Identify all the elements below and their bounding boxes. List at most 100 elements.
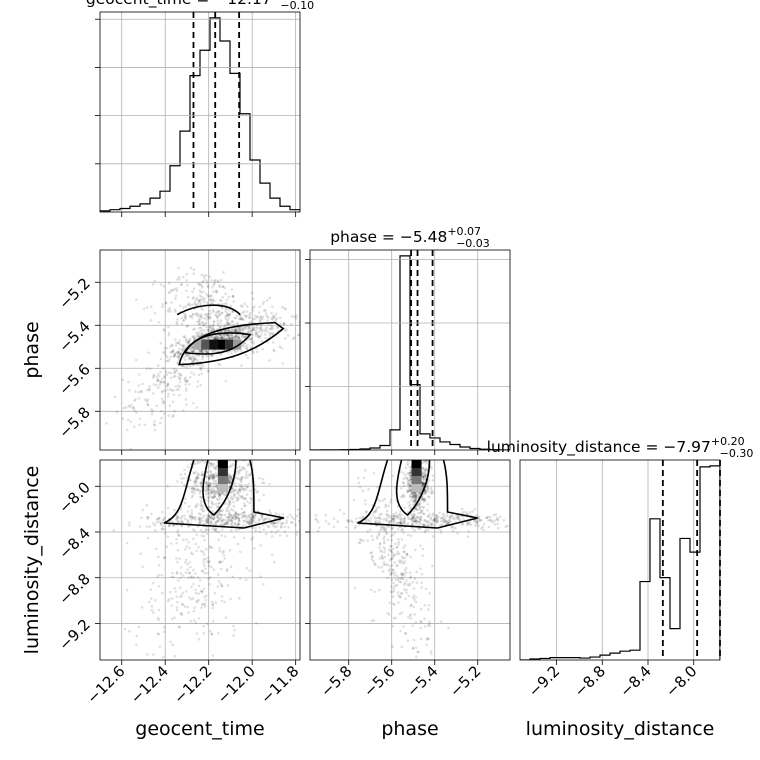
- scatter-phase-vs-luminosity_distance-point-769: [411, 523, 414, 526]
- scatter-phase-vs-luminosity_distance-point-943: [413, 548, 417, 552]
- scatter-geocent_time-vs-phase-point-87: [163, 346, 167, 350]
- scatter-phase-vs-luminosity_distance-point-866: [398, 612, 402, 616]
- scatter-phase-vs-luminosity_distance-point-774: [429, 518, 433, 521]
- scatter-geocent_time-vs-phase-point-1250: [167, 395, 170, 398]
- scatter-geocent_time-vs-phase-point-1119: [193, 327, 197, 330]
- scatter-geocent_time-vs-phase-point-963: [223, 333, 226, 336]
- scatter-geocent_time-vs-phase-point-1302: [153, 428, 157, 432]
- scatter-phase-vs-luminosity_distance-point-536: [451, 516, 455, 520]
- scatter-phase-vs-luminosity_distance-point-622: [449, 520, 452, 523]
- scatter-geocent_time-vs-phase-point-1139: [176, 351, 179, 354]
- scatter-phase-vs-luminosity_distance-point-514: [462, 510, 465, 514]
- scatter-geocent_time-vs-luminosity_distance-point-74: [195, 477, 199, 481]
- scatter-geocent_time-vs-phase-point-862: [195, 296, 199, 300]
- scatter-geocent_time-vs-phase-point-838: [245, 344, 249, 347]
- scatter-geocent_time-vs-luminosity_distance-point-462: [199, 507, 203, 511]
- scatter-geocent_time-vs-luminosity_distance-point-183: [205, 489, 209, 493]
- scatter-phase-vs-luminosity_distance-point-955: [391, 571, 394, 575]
- scatter-geocent_time-vs-phase-point-1131: [188, 355, 192, 358]
- scatter-geocent_time-vs-luminosity_distance-point-48: [224, 502, 227, 506]
- scatter-geocent_time-vs-luminosity_distance-point-439: [186, 465, 190, 468]
- scatter-geocent_time-vs-luminosity_distance-point-1168: [199, 549, 203, 553]
- scatter-phase-vs-luminosity_distance-point-30: [423, 460, 427, 463]
- scatter-geocent_time-vs-phase-point-535: [211, 354, 214, 358]
- scatter-phase-vs-luminosity_distance-point-1096: [395, 546, 398, 549]
- scatter-phase-vs-luminosity_distance-point-387: [424, 474, 427, 477]
- scatter-geocent_time-vs-luminosity_distance-point-855: [235, 515, 238, 519]
- scatter-geocent_time-vs-phase-point-764: [251, 309, 255, 312]
- scatter-geocent_time-vs-phase-point-1037: [191, 313, 195, 317]
- scatter-phase-vs-luminosity_distance-point-981: [402, 531, 406, 534]
- scatter-geocent_time-vs-phase-point-279: [173, 352, 177, 356]
- scatter-phase-vs-luminosity_distance-density-3: [411, 484, 422, 492]
- scatter-phase-vs-luminosity_distance-point-953: [408, 582, 412, 586]
- scatter-geocent_time-vs-phase-point-1073: [150, 305, 153, 309]
- scatter-geocent_time-vs-luminosity_distance-point-422: [196, 461, 200, 465]
- scatter-geocent_time-vs-phase-point-1286: [162, 400, 166, 404]
- scatter-geocent_time-vs-phase-point-168: [231, 336, 234, 340]
- scatter-geocent_time-vs-phase-point-632: [234, 350, 237, 354]
- scatter-geocent_time-vs-luminosity_distance-point-1165: [225, 509, 228, 513]
- scatter-geocent_time-vs-luminosity_distance-point-523: [253, 516, 256, 520]
- scatter-geocent_time-vs-luminosity_distance-point-139: [204, 486, 208, 489]
- scatter-geocent_time-vs-luminosity_distance-point-1093: [188, 596, 191, 599]
- scatter-geocent_time-vs-luminosity_distance-ytick-label-3: −8.0: [55, 478, 93, 516]
- scatter-geocent_time-vs-luminosity_distance-point-105: [209, 489, 213, 493]
- scatter-phase-vs-luminosity_distance-point-1057: [423, 625, 427, 628]
- scatter-geocent_time-vs-phase-point-1263: [166, 388, 169, 392]
- scatter-phase-vs-luminosity_distance-point-659: [403, 522, 407, 525]
- scatter-phase-vs-luminosity_distance-point-799: [498, 515, 502, 519]
- scatter-geocent_time-vs-phase-point-900: [243, 302, 246, 306]
- scatter-geocent_time-vs-phase-point-74: [178, 353, 181, 356]
- scatter-geocent_time-vs-phase-point-1253: [160, 377, 164, 381]
- scatter-geocent_time-vs-phase-point-1069: [215, 311, 219, 314]
- scatter-geocent_time-vs-luminosity_distance-point-314: [211, 464, 215, 468]
- scatter-phase-vs-luminosity_distance-point-572: [421, 512, 425, 515]
- scatter-geocent_time-vs-phase-point-625: [292, 336, 296, 340]
- scatter-geocent_time-vs-phase-point-962: [213, 281, 217, 285]
- scatter-geocent_time-vs-phase-point-923: [153, 279, 156, 283]
- scatter-geocent_time-vs-phase-point-539: [228, 322, 232, 326]
- scatter-geocent_time-vs-luminosity_distance-point-287: [215, 485, 218, 488]
- scatter-geocent_time-vs-phase-point-682: [235, 321, 239, 325]
- scatter-geocent_time-vs-luminosity_distance-point-24: [211, 490, 214, 493]
- scatter-geocent_time-vs-phase-point-1232: [153, 423, 157, 427]
- scatter-geocent_time-vs-luminosity_distance-point-758: [240, 516, 244, 519]
- scatter-geocent_time-vs-luminosity_distance-point-680: [176, 528, 180, 532]
- scatter-geocent_time-vs-luminosity_distance-point-526: [140, 516, 143, 520]
- scatter-geocent_time-vs-luminosity_distance-point-1127: [198, 578, 202, 582]
- scatter-phase-vs-luminosity_distance-point-867: [393, 531, 397, 534]
- scatter-geocent_time-vs-phase-point-978: [200, 316, 204, 320]
- scatter-geocent_time-vs-phase-point-724: [262, 300, 266, 304]
- scatter-geocent_time-vs-luminosity_distance-point-342: [245, 500, 249, 503]
- scatter-phase-vs-luminosity_distance-point-729: [364, 511, 368, 514]
- scatter-geocent_time-vs-phase-point-1129: [152, 374, 156, 378]
- scatter-geocent_time-vs-phase-point-514: [239, 316, 243, 320]
- scatter-geocent_time-vs-luminosity_distance-point-621: [237, 517, 241, 521]
- scatter-geocent_time-vs-phase-point-1308: [165, 384, 169, 388]
- scatter-geocent_time-vs-phase-point-915: [217, 309, 221, 313]
- scatter-geocent_time-vs-phase-point-1248: [159, 370, 162, 374]
- scatter-geocent_time-vs-luminosity_distance-point-395: [194, 470, 198, 474]
- scatter-geocent_time-vs-luminosity_distance-point-1032: [192, 582, 195, 586]
- scatter-geocent_time-vs-luminosity_distance-point-765: [198, 518, 202, 522]
- scatter-phase-vs-luminosity_distance-point-1097: [366, 539, 370, 542]
- scatter-geocent_time-vs-phase-point-882: [161, 302, 165, 306]
- scatter-phase-vs-luminosity_distance-point-399: [415, 455, 418, 458]
- scatter-geocent_time-vs-phase-point-1188: [196, 358, 199, 362]
- scatter-geocent_time-vs-luminosity_distance-point-452: [232, 460, 236, 463]
- scatter-geocent_time-vs-phase-point-688: [223, 325, 227, 329]
- scatter-geocent_time-vs-luminosity_distance-point-536: [218, 517, 222, 521]
- scatter-phase-vs-luminosity_distance-point-1041: [390, 557, 393, 561]
- scatter-geocent_time-vs-phase-point-727: [264, 336, 267, 340]
- scatter-geocent_time-vs-phase-point-1156: [148, 385, 151, 388]
- scatter-geocent_time-vs-luminosity_distance-point-516: [302, 517, 305, 520]
- scatter-geocent_time-vs-luminosity_distance-point-150: [258, 476, 261, 480]
- scatter-geocent_time-vs-luminosity_distance-point-597: [268, 517, 272, 520]
- scatter-geocent_time-vs-luminosity_distance-point-833: [272, 522, 276, 525]
- scatter-geocent_time-vs-phase-point-1297: [145, 399, 149, 403]
- scatter-phase-vs-luminosity_distance-point-505: [355, 520, 358, 524]
- scatter-geocent_time-vs-luminosity_distance-point-864: [280, 523, 283, 526]
- scatter-phase-vs-luminosity_distance-point-806: [398, 521, 402, 525]
- scatter-geocent_time-vs-phase-point-146: [171, 350, 175, 353]
